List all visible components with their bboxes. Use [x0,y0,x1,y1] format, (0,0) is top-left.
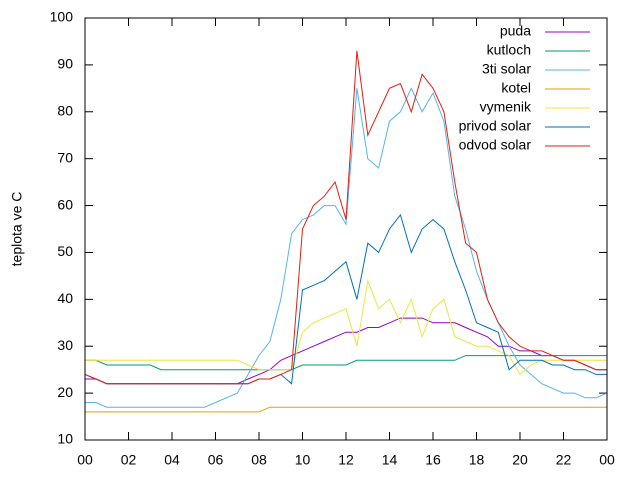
y-tick-label: 80 [57,102,73,118]
series-line [85,406,607,413]
y-tick-label: 50 [57,243,73,259]
legend-label: 3ti solar [482,61,531,77]
legend-label: vymenik [480,99,532,115]
x-tick-label: 08 [251,452,267,468]
y-tick-label: 90 [57,56,73,72]
series-line [85,278,607,376]
legend-label: puda [500,23,531,39]
legend-label: odvod solar [459,137,532,153]
series-line [85,87,608,408]
y-axis-label: teplota ve C [9,192,25,267]
series-line [85,355,607,371]
x-tick-label: 22 [556,452,572,468]
x-tick-label: 06 [208,452,224,468]
y-tick-label: 20 [57,384,73,400]
x-tick-label: 18 [469,452,485,468]
x-tick-label: 00 [77,452,93,468]
x-tick-label: 10 [295,452,311,468]
legend-label: kotel [501,80,531,96]
x-tick-label: 04 [164,452,180,468]
series-line [84,50,607,385]
y-tick-label: 70 [57,149,73,165]
x-tick-label: 00 [599,452,615,468]
x-tick-label: 12 [338,452,354,468]
x-tick-label: 16 [425,452,441,468]
legend-label: kutloch [487,42,531,58]
plot-border [84,17,608,441]
legend-label: privod solar [459,118,532,134]
x-tick-label: 20 [512,452,528,468]
y-tick-label: 40 [57,290,73,306]
y-tick-label: 30 [57,337,73,353]
y-tick-label: 100 [50,9,74,25]
x-tick-label: 02 [121,452,137,468]
y-tick-label: 10 [57,431,73,447]
x-tick-label: 14 [382,452,398,468]
y-tick-label: 60 [57,196,73,212]
